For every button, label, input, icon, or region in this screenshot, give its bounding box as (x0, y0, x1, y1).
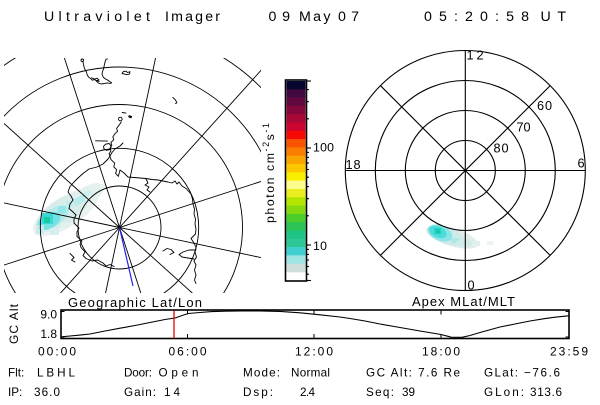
svg-text:60: 60 (537, 99, 552, 113)
svg-text:Seq:: Seq: (366, 386, 394, 399)
svg-text:GC Alt: 7.6 Re: GC Alt: 7.6 Re (366, 367, 460, 380)
svg-text:Dsp:: Dsp: (243, 386, 273, 399)
svg-text:100: 100 (313, 141, 334, 155)
svg-text:−76.6: −76.6 (524, 367, 560, 380)
svg-text:Geographic Lat/Lon: Geographic Lat/Lon (68, 295, 202, 310)
svg-text:Gain:: Gain: (124, 386, 156, 399)
svg-text:10: 10 (313, 239, 327, 253)
svg-text:00:00: 00:00 (38, 345, 76, 359)
svg-text:18:00: 18:00 (422, 345, 460, 359)
svg-text:LBHL: LBHL (37, 367, 75, 380)
svg-text:IP:: IP: (8, 386, 22, 399)
svg-text:1.8: 1.8 (40, 327, 57, 341)
svg-text:70: 70 (517, 121, 531, 135)
svg-text:May: May (299, 9, 331, 25)
svg-text:Imager: Imager (165, 9, 220, 25)
svg-text:06:00: 06:00 (169, 345, 207, 359)
svg-text:6: 6 (578, 157, 585, 171)
svg-text:Mode:: Mode: (243, 367, 280, 380)
svg-text:2.4: 2.4 (300, 386, 315, 399)
svg-text:Flt:: Flt: (8, 367, 24, 380)
svg-text:Normal: Normal (291, 367, 330, 380)
svg-text:Ultraviolet: Ultraviolet (44, 9, 150, 25)
svg-text:23:59: 23:59 (550, 345, 588, 359)
svg-text:9.0: 9.0 (40, 308, 57, 322)
svg-text:Apex MLat/MLT: Apex MLat/MLT (412, 294, 515, 309)
svg-text:0: 0 (468, 279, 475, 293)
svg-text:36.0: 36.0 (34, 386, 60, 399)
svg-text:GLon:: GLon: (484, 386, 524, 399)
svg-text:313.6: 313.6 (530, 386, 562, 399)
svg-text:Door:: Door: (124, 367, 152, 380)
svg-text:photon cm-2s-1: photon cm-2s-1 (261, 123, 277, 223)
svg-text:GC Alt: GC Alt (7, 303, 21, 344)
svg-text:80: 80 (494, 142, 509, 156)
svg-text:12:00: 12:00 (295, 345, 333, 359)
svg-text:18: 18 (346, 158, 361, 172)
svg-text:39: 39 (402, 386, 415, 399)
